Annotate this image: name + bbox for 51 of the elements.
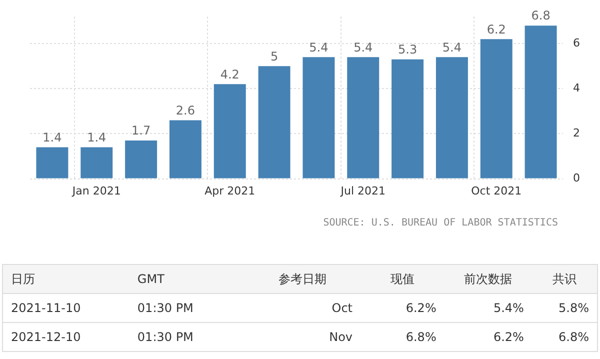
x-tick-label: Jul 2021 bbox=[340, 184, 386, 198]
text: 2021-11-10 bbox=[2, 294, 130, 322]
y-tick-label: 0 bbox=[573, 172, 580, 185]
text: 01:30 PM bbox=[129, 294, 244, 322]
text: 6.8% bbox=[360, 322, 444, 352]
text: Oct bbox=[244, 294, 361, 322]
data-label: 1.4 bbox=[42, 130, 62, 144]
data-label: 1.4 bbox=[87, 130, 106, 144]
text: 5.8% bbox=[532, 294, 598, 322]
text: 6.2% bbox=[360, 294, 444, 322]
category-label: 参考日期 bbox=[244, 264, 361, 294]
text: 5.4% bbox=[444, 294, 532, 322]
bar bbox=[302, 57, 335, 178]
bar bbox=[169, 120, 202, 178]
data-label: 6.8 bbox=[531, 8, 550, 23]
data-label: 5.4 bbox=[442, 40, 462, 54]
data-label: 5.4 bbox=[354, 40, 373, 54]
y-tick-label: 4 bbox=[573, 82, 580, 95]
bar bbox=[436, 57, 468, 178]
y-tick-label: 6 bbox=[573, 36, 580, 50]
text: 01:30 PM bbox=[129, 322, 244, 352]
source-note: SOURCE: U.S. BUREAU OF LABOR STATISTICS bbox=[323, 218, 558, 229]
data-label: 5.3 bbox=[398, 42, 418, 57]
category-label: 前次数据 bbox=[444, 264, 532, 294]
category-label: 现值 bbox=[360, 264, 444, 294]
bar bbox=[214, 84, 246, 178]
text: 6.8% bbox=[532, 322, 598, 352]
category-label: 日历 bbox=[2, 264, 130, 294]
x-tick-label: Apr 2021 bbox=[204, 184, 256, 198]
data-label: 2.6 bbox=[176, 103, 196, 118]
x-tick-label: Jan 2021 bbox=[71, 184, 121, 198]
data-label: 6.2 bbox=[486, 22, 506, 36]
data-label: 4.2 bbox=[220, 67, 240, 82]
text: 6.2% bbox=[444, 322, 532, 352]
bar bbox=[36, 147, 68, 178]
bar bbox=[80, 147, 113, 178]
y-tick-label: 2 bbox=[573, 126, 580, 140]
bar bbox=[392, 59, 424, 178]
bar bbox=[480, 39, 512, 178]
text: 2021-12-10 bbox=[2, 322, 130, 352]
text: Nov bbox=[244, 322, 361, 352]
data-label: 1.7 bbox=[131, 124, 151, 138]
category-label: GMT bbox=[129, 264, 244, 294]
x-tick-label: Oct 2021 bbox=[471, 184, 522, 198]
bar bbox=[347, 57, 380, 178]
data-label: 5.4 bbox=[309, 40, 328, 54]
bar bbox=[258, 66, 290, 178]
bar bbox=[524, 26, 557, 178]
data-label: 5 bbox=[270, 49, 278, 64]
category-label: 共识 bbox=[532, 264, 598, 294]
bar bbox=[125, 140, 158, 178]
